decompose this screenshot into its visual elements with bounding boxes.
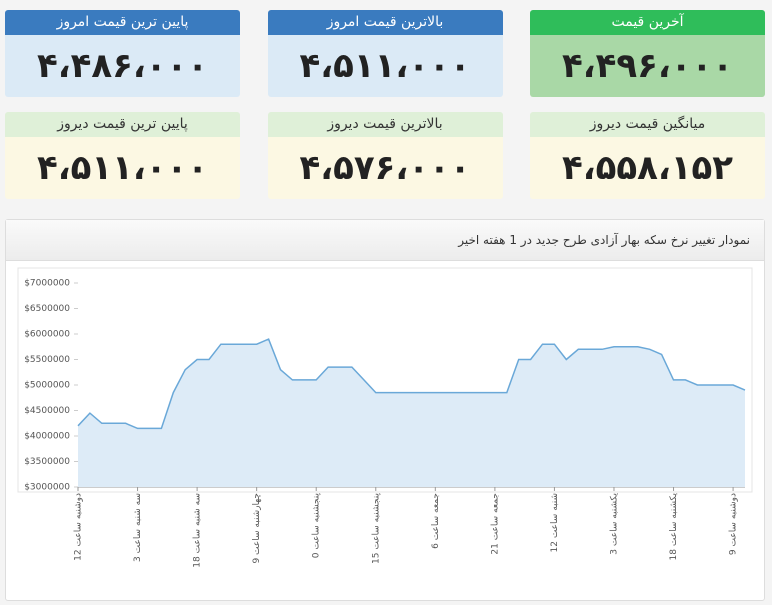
x-tick-label: یکشنبه ساعت 3 [609,493,619,555]
y-tick-label: $6000000 [24,330,70,340]
card-title: بالاترین قیمت امروز [267,10,503,35]
card-title: میانگین قیمت دیروز [530,112,765,137]
x-tick-label: یکشنبه ساعت 18 [669,493,679,561]
y-tick-label: $4500000 [24,406,70,416]
x-tick-label: جمعه ساعت 21 [490,493,500,555]
x-tick-label: دوشنبه ساعت 9 [729,493,739,555]
card: پایین ترین قیمت دیروز ۴،۵۱۱،۰۰۰ [5,112,240,199]
card-value: ۴،۴۸۶،۰۰۰ [5,35,240,97]
y-tick-label: $7000000 [24,279,70,289]
card-value: ۴،۴۹۶،۰۰۰ [530,35,765,97]
y-tick-label: $5000000 [24,381,70,391]
card: پایین ترین قیمت امروز ۴،۴۸۶،۰۰۰ [5,10,240,97]
y-tick-label: $3000000 [24,483,70,493]
card-value: ۴،۵۱۱،۰۰۰ [267,35,503,97]
x-tick-label: سه شنبه ساعت 18 [193,493,203,568]
card-value: ۴،۵۵۸،۱۵۲ [530,137,765,199]
card: آخرین قیمت ۴،۴۹۶،۰۰۰ [530,10,765,97]
y-tick-label: $3500000 [24,457,70,467]
cards: آخرین قیمت ۴،۴۹۶،۰۰۰ بالاترین قیمت امروز ۴… [5,10,765,199]
card: بالاترین قیمت امروز ۴،۵۱۱،۰۰۰ [267,10,503,97]
plot-border [17,267,753,493]
card-title: آخرین قیمت [530,10,765,35]
card-value: ۴،۵۷۶،۰۰۰ [267,137,503,199]
x-tick-label: پنجشنبه ساعت 15 [371,493,381,564]
card-title: پایین ترین قیمت امروز [5,10,240,35]
x-tick-label: پنجشنبه ساعت 0 [312,493,322,559]
x-tick-label: شنبه ساعت 12 [550,493,560,552]
chart-title: نمودار تغییر نرخ سکه بهار آزادی طرح جدید… [6,220,764,261]
x-tick-label: سه شنبه ساعت 3 [133,493,143,562]
card: بالاترین قیمت دیروز ۴،۵۷۶،۰۰۰ [267,112,503,199]
card-value: ۴،۵۱۱،۰۰۰ [5,137,240,199]
line [77,338,746,430]
area [78,339,745,487]
x-tick-label: چهارشنبه ساعت 9 [252,493,262,564]
y-tick-label: $6500000 [24,304,70,314]
card: میانگین قیمت دیروز ۴،۵۵۸،۱۵۲ [530,112,765,199]
y-tick-label: $4000000 [24,432,70,442]
x-tick-label: جمعه ساعت 6 [431,493,441,549]
y-tick-label: $5500000 [24,355,70,365]
x-tick-label: دوشنبه ساعت 12 [74,493,84,561]
card-title: پایین ترین قیمت دیروز [5,112,240,137]
card-title: بالاترین قیمت دیروز [267,112,503,137]
